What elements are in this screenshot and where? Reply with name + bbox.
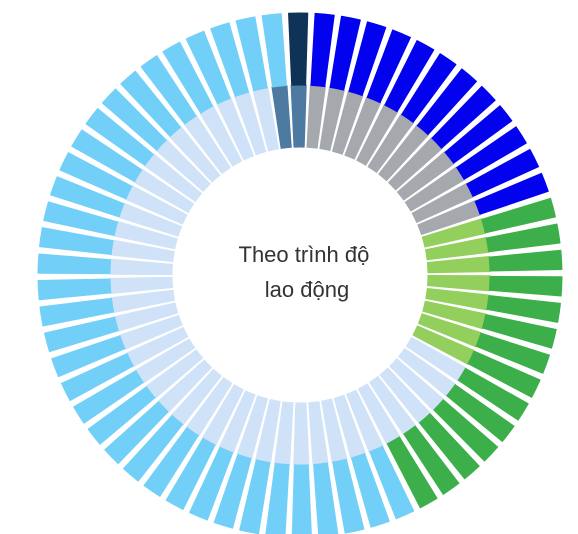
outer-ring-segment-series-1 bbox=[401, 53, 457, 123]
outer-ring-segment-series-2 bbox=[433, 399, 499, 462]
outer-ring-segment-series-3 bbox=[235, 16, 268, 92]
outer-ring-segment-series-3 bbox=[210, 22, 250, 97]
outer-ring-segment-series-1 bbox=[474, 172, 549, 215]
outer-ring-segment-series-1 bbox=[456, 126, 527, 180]
chart-title: Theo trình độ lao động bbox=[239, 242, 376, 302]
outer-ring-segment-series-2 bbox=[486, 295, 561, 323]
outer-ring-segment-series-2 bbox=[386, 436, 438, 509]
outer-ring-segment-series-3 bbox=[313, 462, 339, 534]
outer-ring-segment-series-3 bbox=[37, 253, 112, 275]
outer-ring-segment-series-2 bbox=[481, 314, 557, 349]
outer-ring-segment-series-3 bbox=[189, 446, 234, 521]
outer-ring-segment-series-3 bbox=[185, 30, 231, 105]
outer-ring-segment-series-3 bbox=[162, 41, 214, 114]
outer-ring-segment-series-3 bbox=[51, 335, 126, 378]
outer-ring-segment-series-3 bbox=[143, 427, 199, 497]
outer-ring-segment-series-3 bbox=[291, 464, 312, 534]
outer-ring-segment-series-3 bbox=[59, 152, 133, 200]
outer-ring-segment-series-3 bbox=[213, 454, 252, 529]
outer-ring-segment-series-3 bbox=[43, 201, 119, 236]
outer-ring-segment-series-3 bbox=[71, 129, 143, 183]
outer-ring-segment-series-2 bbox=[418, 413, 480, 480]
outer-ring-segment-series-3 bbox=[123, 414, 184, 482]
outer-ring-segment-series-1 bbox=[348, 21, 387, 96]
inner-ring-segment-series-3 bbox=[293, 402, 310, 466]
outer-ring-segment-series-1 bbox=[384, 40, 435, 113]
outer-ring-segment-series-3 bbox=[60, 353, 134, 402]
outer-ring-segment-series-3 bbox=[73, 370, 144, 424]
outer-ring-segment-series-3 bbox=[39, 227, 114, 255]
outer-ring-segment-series-3 bbox=[261, 13, 287, 88]
outer-ring-segment-series-2 bbox=[446, 384, 515, 442]
outer-ring-segment-series-1 bbox=[329, 15, 361, 91]
outer-ring-segment-series-3 bbox=[44, 316, 119, 353]
outer-ring-segment-series-3 bbox=[265, 462, 290, 534]
outer-ring-segment-series-2 bbox=[488, 249, 563, 272]
outer-ring-segment-series-3 bbox=[39, 297, 115, 327]
outer-ring-segment-series-3 bbox=[120, 70, 182, 137]
outer-ring-segment-series-3 bbox=[85, 108, 154, 166]
outer-ring-segment-series-2 bbox=[481, 197, 556, 234]
outer-ring-segment-series-3 bbox=[104, 401, 169, 465]
outer-ring-segment-series-1 bbox=[466, 148, 540, 197]
outer-ring-segment-series-3 bbox=[369, 445, 415, 520]
outer-ring-segment-series-3 bbox=[140, 55, 197, 125]
outer-ring-segment-series-2 bbox=[467, 350, 541, 398]
outer-ring-segment-series-1 bbox=[444, 105, 513, 164]
inner-ring bbox=[109, 84, 491, 466]
outer-ring-segment-series-3 bbox=[239, 459, 271, 534]
outer-ring-segment-series-3 bbox=[37, 278, 112, 301]
inner-ring-segment-series-2 bbox=[427, 275, 491, 292]
outer-ring-segment-series-1 bbox=[310, 12, 335, 88]
outer-ring bbox=[37, 12, 563, 534]
outer-ring-segment-series-4 bbox=[288, 12, 309, 86]
outer-ring-segment-series-3 bbox=[165, 437, 216, 510]
inner-ring-segment-series-4 bbox=[290, 84, 307, 148]
inner-ring-segment-series-3 bbox=[109, 258, 173, 275]
outer-ring-segment-series-2 bbox=[403, 425, 460, 495]
outer-ring-segment-series-1 bbox=[431, 85, 496, 149]
chart-title-line-1: Theo trình độ bbox=[239, 242, 370, 267]
outer-ring-segment-series-2 bbox=[488, 275, 563, 297]
outer-ring-segment-series-3 bbox=[87, 386, 156, 445]
outer-ring-segment-series-2 bbox=[475, 332, 550, 374]
outer-ring-segment-series-3 bbox=[101, 88, 167, 151]
outer-ring-segment-series-2 bbox=[457, 367, 529, 421]
outer-ring-segment-series-3 bbox=[50, 176, 125, 218]
outer-ring-segment-series-3 bbox=[332, 458, 365, 534]
outer-ring-segment-series-2 bbox=[485, 223, 561, 253]
chart-title-line-2: lao động bbox=[265, 277, 349, 302]
outer-ring-segment-series-3 bbox=[350, 453, 390, 528]
outer-ring-segment-series-1 bbox=[416, 68, 477, 136]
outer-ring-segment-series-1 bbox=[366, 29, 411, 104]
